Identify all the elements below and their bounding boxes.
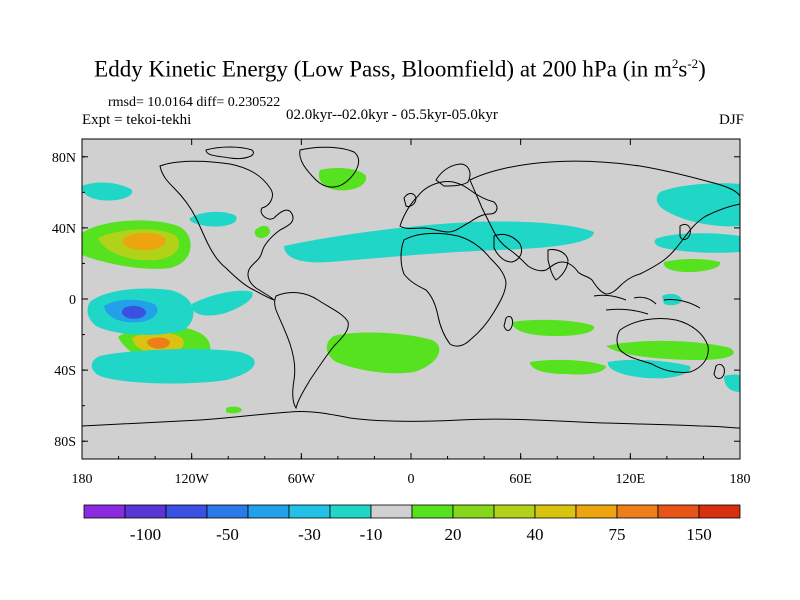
anomaly-contours xyxy=(82,168,740,414)
contour-south-atlantic-positive xyxy=(326,332,440,374)
colorbar-swatch xyxy=(698,504,741,519)
colorbar-label: 40 xyxy=(527,525,544,544)
coastline-canadian-archipelago xyxy=(205,146,254,159)
contour-southern-indian-positive xyxy=(530,359,606,375)
colorbar-label: -30 xyxy=(298,525,321,544)
contour-southern-ocean-edge-negative xyxy=(724,374,740,392)
colorbar-label: -100 xyxy=(130,525,161,544)
map-title: Eddy Kinetic Energy (Low Pass, Bloomfiel… xyxy=(94,56,706,82)
coastline-europe xyxy=(399,181,498,233)
colorbar-swatch xyxy=(206,504,249,519)
contour-atlantic-jet-negative xyxy=(284,221,594,263)
x-tick-label: 120W xyxy=(175,472,210,487)
colorbar-label: -10 xyxy=(360,525,383,544)
contour-south-pacific-negative xyxy=(91,349,255,384)
y-tick-label: 40S xyxy=(54,364,76,379)
colorbar-swatch xyxy=(575,504,618,519)
coastline-south-america xyxy=(274,292,349,410)
x-tick-label: 120E xyxy=(616,472,646,487)
contour-west-pacific-jet-negative xyxy=(656,183,740,227)
colorbar-swatch xyxy=(247,504,290,519)
colorbar-swatch xyxy=(657,504,700,519)
coastline-japan xyxy=(679,223,691,241)
map-panel: 180 120W 60W 0 60E 120E 180 80N 40N 0 40S 80S xyxy=(52,138,751,487)
contour-south-pacific-positive-core xyxy=(147,337,170,349)
colorbar-swatch xyxy=(411,504,454,519)
contour-indian-ocean-positive xyxy=(512,319,595,336)
x-tick-label: 60W xyxy=(288,472,316,487)
x-tick-label: 180 xyxy=(72,472,93,487)
colorbar-label: 20 xyxy=(445,525,462,544)
colorbar-swatch xyxy=(165,504,208,519)
coastline-india xyxy=(547,249,569,281)
x-tick-label: 0 xyxy=(408,472,415,487)
y-tick-label: 80S xyxy=(54,435,76,450)
colorbar-swatch xyxy=(534,504,577,519)
contour-southern-ocean-positive xyxy=(226,406,242,414)
colorbar-label: 75 xyxy=(609,525,626,544)
coastline-new-zealand xyxy=(713,363,725,379)
colorbar xyxy=(83,504,741,519)
contour-mid-atlantic-negative xyxy=(189,211,237,227)
contour-pacific-tropical-positive xyxy=(254,225,270,239)
colorbar-swatch xyxy=(288,504,331,519)
colorbar-label: -50 xyxy=(216,525,239,544)
y-tick-label: 0 xyxy=(69,293,76,308)
season-label: DJF xyxy=(718,112,744,128)
experiment-label: Expt = tekoi-tekhi xyxy=(82,112,192,128)
coastline-indonesia xyxy=(593,294,701,315)
colorbar-label: 150 xyxy=(686,525,712,544)
coastline-antarctica xyxy=(82,411,740,429)
axis-ticks xyxy=(81,139,741,459)
colorbar-swatch xyxy=(493,504,536,519)
y-tick-label: 80N xyxy=(52,151,76,166)
map-background xyxy=(82,139,740,459)
contour-southwest-pacific-negative xyxy=(607,359,691,379)
coastline-greenland xyxy=(299,146,359,188)
colorbar-swatch xyxy=(452,504,495,519)
colorbar-swatch xyxy=(83,504,126,519)
coastline-madagascar xyxy=(503,315,513,331)
coastline-north-america xyxy=(159,160,294,301)
coastline-australia xyxy=(616,317,709,373)
colorbar-swatch xyxy=(124,504,167,519)
colorbar-swatch xyxy=(616,504,659,519)
colorbar-labels: -100 -50 -30 -10 20 40 75 150 xyxy=(130,525,712,544)
axis-tick-labels: 180 120W 60W 0 60E 120E 180 80N 40N 0 40S 80S xyxy=(52,151,751,487)
contour-australia-positive xyxy=(606,340,734,360)
contour-east-asia-positive xyxy=(663,259,721,272)
period-label: 02.0kyr--02.0kyr - 05.5kyr-05.0kyr xyxy=(286,107,498,123)
rmsd-stat: rmsd= 10.0164 diff= 0.230522 xyxy=(108,95,281,110)
coastline-africa xyxy=(400,232,507,347)
contour-north-pacific-positive-core xyxy=(122,232,166,251)
colorbar-swatch xyxy=(329,504,372,519)
coastline-scandinavia xyxy=(435,163,471,187)
coastline-arabia xyxy=(493,233,523,263)
x-tick-label: 180 xyxy=(730,472,751,487)
coastline-british-isles xyxy=(403,193,417,207)
coastline-asia xyxy=(469,160,740,295)
x-tick-label: 60E xyxy=(509,472,532,487)
coastlines xyxy=(82,146,740,429)
contour-subtropical-pacific-negative xyxy=(191,290,253,316)
colorbar-swatch xyxy=(370,504,413,519)
y-tick-label: 40N xyxy=(52,222,76,237)
contour-eastern-north-pacific-negative xyxy=(82,182,133,201)
contour-tropical-pacific-negative-core xyxy=(121,305,146,319)
